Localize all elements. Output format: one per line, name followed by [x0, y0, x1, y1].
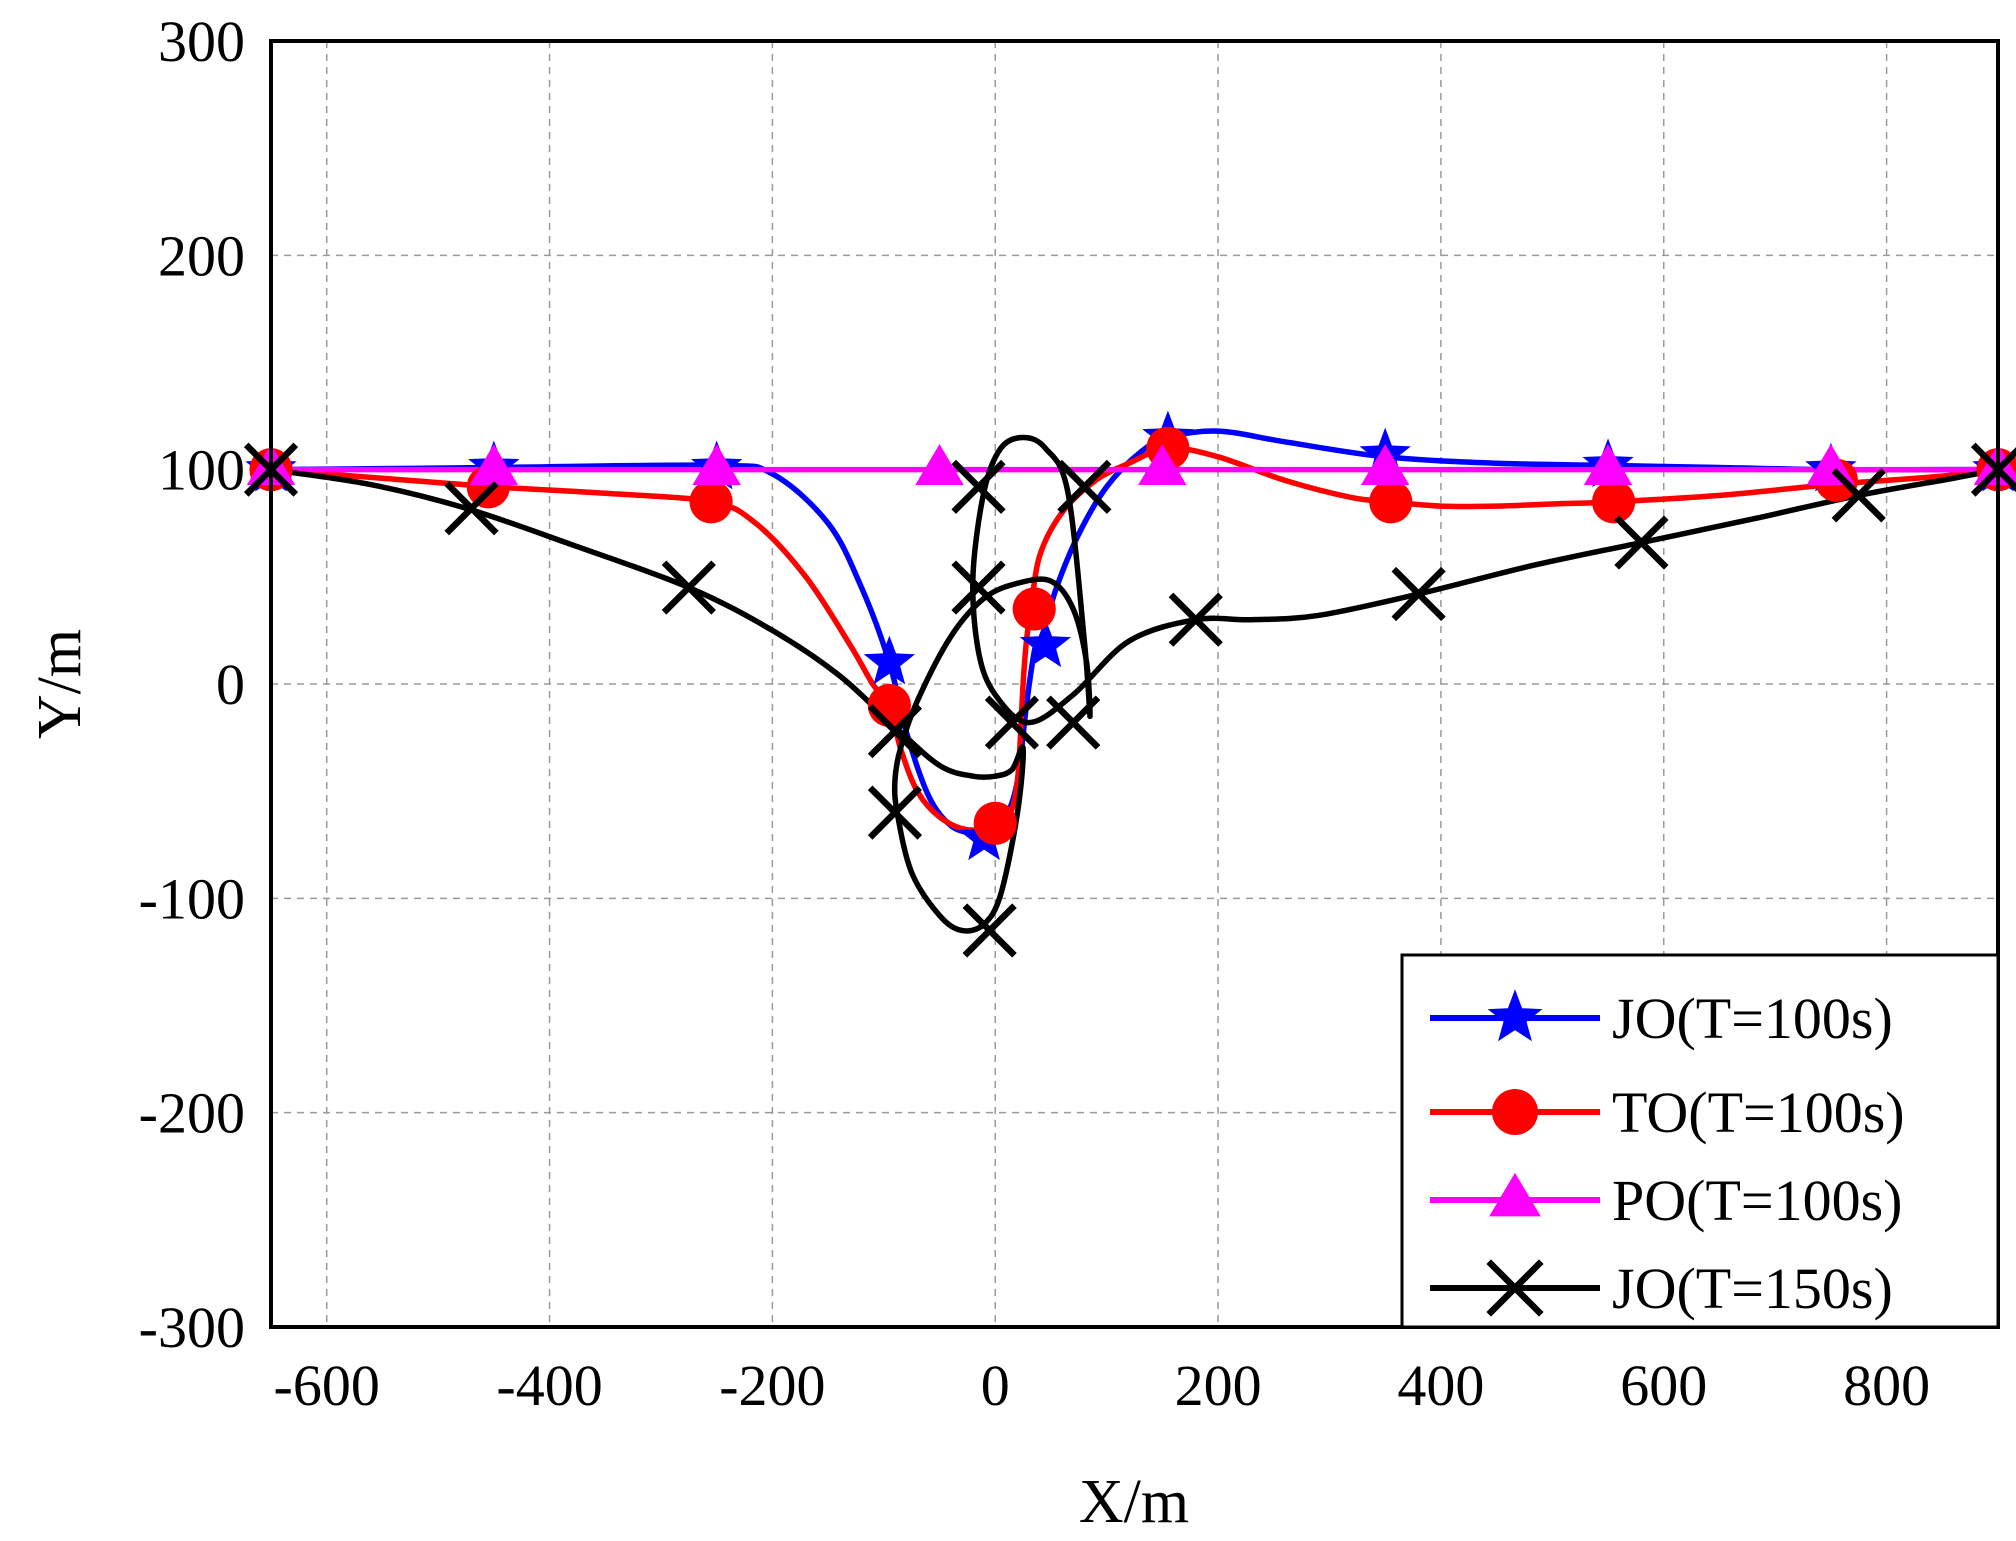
legend-item: JO(T=100s)	[1430, 986, 1893, 1051]
legend-items: JO(T=100s) TO(T=100s) PO(T=100s) JO(T=150s)	[1430, 986, 1905, 1321]
y-tick-label: 200	[158, 223, 245, 288]
x-tick-label: 400	[1397, 1353, 1484, 1418]
data-point	[1391, 566, 1446, 622]
data-point	[1046, 695, 1101, 750]
x-tick-label: -200	[719, 1353, 825, 1418]
data-point	[1592, 480, 1636, 524]
data-point	[1138, 444, 1187, 485]
legend-item: JO(T=150s)	[1430, 1256, 1893, 1321]
data-point	[973, 801, 1017, 845]
data-point	[1831, 468, 1886, 523]
legend-label: PO(T=100s)	[1612, 1168, 1902, 1233]
x-axis-ticks: -600 -400 -200 0 200 400 600 800	[274, 1353, 1931, 1418]
series-line-1	[271, 445, 1998, 833]
data-point	[867, 704, 923, 759]
x-axis-title: X/m	[1079, 1468, 1189, 1536]
legend-label: JO(T=150s)	[1612, 1256, 1893, 1321]
x-tick-label: -600	[274, 1353, 380, 1418]
data-point	[444, 481, 499, 536]
x-tick-label: 0	[981, 1353, 1010, 1418]
series-line-3	[271, 434, 1998, 934]
data-point	[469, 444, 519, 485]
data-point	[1583, 444, 1633, 485]
data-point	[867, 785, 923, 840]
data-point	[1012, 587, 1056, 631]
x-tick-label: 200	[1175, 1353, 1262, 1418]
data-point	[1614, 515, 1669, 570]
data-point	[951, 560, 1006, 615]
data-point	[984, 695, 1040, 750]
data-point	[689, 480, 733, 524]
data-point	[1806, 444, 1856, 485]
data-point	[692, 444, 741, 485]
y-tick-label: -200	[139, 1081, 245, 1146]
y-axis-ticks: -300 -200 -100 0 100 200 300	[139, 9, 245, 1360]
data-point	[1168, 592, 1223, 647]
legend-marker	[1489, 1172, 1541, 1217]
y-tick-label: -300	[139, 1295, 245, 1360]
data-point	[1019, 618, 1072, 668]
y-axis-title: Y/m	[26, 629, 94, 739]
legend-label: JO(T=100s)	[1612, 986, 1893, 1051]
data-point	[962, 903, 1017, 958]
series-markers	[243, 410, 2016, 958]
plot-area-frame	[269, 39, 2000, 1329]
data-point	[1057, 459, 1112, 514]
data-point	[951, 459, 1006, 514]
y-tick-label: -100	[139, 866, 245, 931]
data-point	[661, 560, 716, 615]
x-tick-label: 600	[1620, 1353, 1707, 1418]
legend-item: TO(T=100s)	[1430, 1080, 1905, 1145]
data-point	[863, 635, 916, 685]
legend-marker	[1486, 1259, 1544, 1317]
y-tick-label: 100	[158, 438, 245, 503]
legend-marker	[1491, 1088, 1539, 1136]
legend-marker	[1487, 989, 1543, 1042]
legend-label: TO(T=100s)	[1612, 1080, 1905, 1145]
data-point	[1360, 444, 1410, 485]
x-tick-label: 800	[1843, 1353, 1930, 1418]
y-tick-label: 0	[216, 652, 245, 717]
legend: JO(T=100s) TO(T=100s) PO(T=100s) JO(T=150s)	[1400, 953, 2000, 1329]
x-tick-label: -400	[496, 1353, 602, 1418]
data-point	[1369, 480, 1413, 524]
series-3-markers	[243, 442, 2016, 958]
y-tick-label: 300	[158, 9, 245, 74]
legend-item: PO(T=100s)	[1430, 1168, 1902, 1233]
data-point	[915, 444, 964, 485]
